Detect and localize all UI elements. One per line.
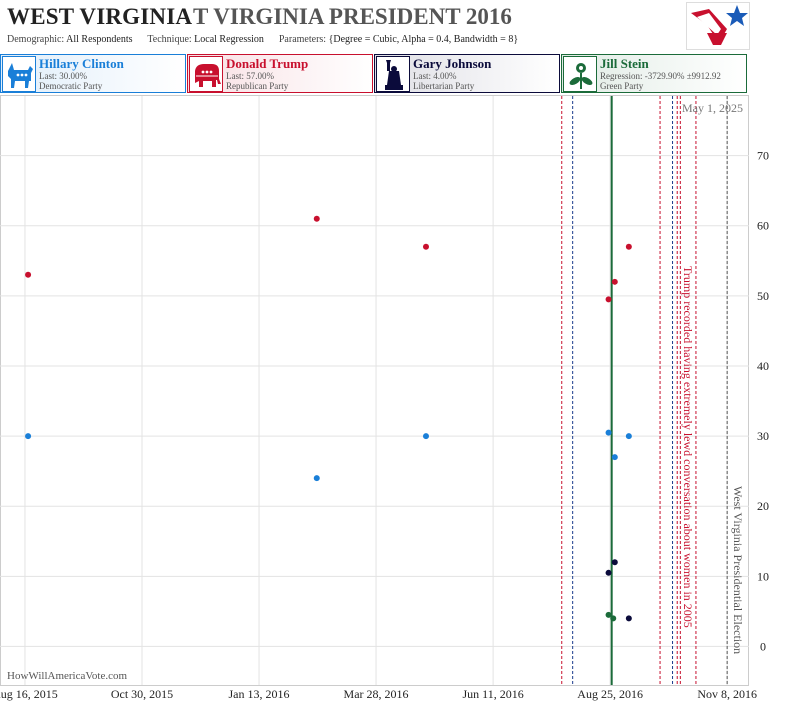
technique-label: Technique: xyxy=(147,34,192,45)
flag-star-logo-icon[interactable] xyxy=(686,2,750,50)
flower-icon xyxy=(563,56,597,92)
candidate-card-stein[interactable]: Jill Stein Regression: -3729.90% ±9912.9… xyxy=(561,54,747,93)
candidate-name: Jill Stein xyxy=(600,56,649,71)
candidate-last: Last: 57.00% xyxy=(226,71,274,81)
data-point xyxy=(611,559,618,566)
y-tick-label: 40 xyxy=(757,359,769,373)
y-tick-label: 20 xyxy=(757,499,769,513)
candidate-legend: Hillary Clinton Last: 30.00% Democratic … xyxy=(0,54,789,94)
candidate-name: Hillary Clinton xyxy=(39,56,124,71)
elephant-icon xyxy=(189,56,223,92)
gridlines xyxy=(0,96,749,685)
y-tick-label: 60 xyxy=(757,219,769,233)
race-title: T VIRGINIA PRESIDENT 2016 xyxy=(193,4,512,29)
data-point xyxy=(313,215,320,222)
candidate-name: Donald Trump xyxy=(226,56,309,71)
y-tick-label: 0 xyxy=(760,639,766,653)
data-point xyxy=(625,615,632,622)
parameters-value[interactable]: {Degree = Cubic, Alpha = 0.4, Bandwidth … xyxy=(328,34,519,45)
event-annotation: West Virginia Presidential Election xyxy=(731,486,745,654)
candidate-party: Green Party xyxy=(600,81,644,91)
series-hillary-clinton xyxy=(25,429,632,482)
data-point xyxy=(313,475,320,482)
data-point xyxy=(422,433,429,440)
technique-value[interactable]: Local Regression xyxy=(194,34,264,45)
x-tick-label: Aug 16, 2015 xyxy=(0,687,58,701)
demographic-label: Demographic: xyxy=(7,34,65,45)
demographic-value[interactable]: All Respondents xyxy=(66,34,133,45)
plot-area xyxy=(0,95,749,686)
data-point xyxy=(611,454,618,461)
x-tick-label: Aug 25, 2016 xyxy=(577,687,643,701)
data-series xyxy=(25,215,632,622)
data-point xyxy=(605,296,612,303)
data-point xyxy=(605,429,612,436)
state-title: WEST VIRGINIA xyxy=(7,4,193,29)
data-point xyxy=(625,243,632,250)
candidate-party: Libertarian Party xyxy=(413,81,475,91)
data-point xyxy=(25,433,32,440)
y-tick-label: 10 xyxy=(757,569,769,583)
top-date-label: May 1, 2025 xyxy=(682,101,743,115)
candidate-name: Gary Johnson xyxy=(413,56,492,71)
x-tick-label: Jan 13, 2016 xyxy=(229,687,290,701)
data-point xyxy=(605,569,612,576)
parameters-label: Parameters: xyxy=(278,34,327,45)
candidate-last: Last: 4.00% xyxy=(413,71,457,81)
x-tick-label: Jun 11, 2016 xyxy=(462,687,523,701)
x-tick-label: Oct 30, 2015 xyxy=(111,687,173,701)
x-tick-label: Mar 28, 2016 xyxy=(344,687,409,701)
candidate-card-clinton[interactable]: Hillary Clinton Last: 30.00% Democratic … xyxy=(0,54,186,93)
y-tick-label: 30 xyxy=(757,429,769,443)
y-tick-label: 50 xyxy=(757,289,769,303)
candidate-card-johnson[interactable]: Gary Johnson Last: 4.00% Libertarian Par… xyxy=(374,54,560,93)
series-gary-johnson xyxy=(605,559,632,622)
data-point xyxy=(610,615,617,622)
event-annotation: Trump recorded having extremely lewd con… xyxy=(681,266,695,628)
donkey-icon xyxy=(2,56,36,92)
candidate-party: Democratic Party xyxy=(39,81,103,91)
candidate-last: Last: 30.00% xyxy=(39,71,87,81)
data-point xyxy=(625,433,632,440)
candidate-party: Republican Party xyxy=(226,81,289,91)
parameters-line: Demographic: All Respondents Technique: … xyxy=(7,34,518,45)
y-tick-label: 70 xyxy=(757,149,769,163)
event-lines: Trump recorded having extremely lewd con… xyxy=(561,96,745,685)
x-tick-label: Nov 8, 2016 xyxy=(697,687,757,701)
series-donald-trump xyxy=(25,215,632,303)
data-point xyxy=(25,271,32,278)
header: WEST VIRGINIA T VIRGINIA PRESIDENT 2016 … xyxy=(0,0,789,50)
axis-ticks: 0 10 20 30 40 50 60 70 Aug 16, 2015 Oct 30, 2015 J… xyxy=(0,149,769,701)
candidate-card-trump[interactable]: Donald Trump Last: 57.00% Republican Par… xyxy=(187,54,373,93)
data-point xyxy=(605,611,612,618)
data-point xyxy=(422,243,429,250)
candidate-last: Regression: -3729.90% ±9912.92 xyxy=(600,71,721,81)
data-point xyxy=(611,278,618,285)
statue-of-liberty-icon xyxy=(376,56,410,92)
series-jill-stein xyxy=(605,611,617,622)
watermark: HowWillAmericaVote.com xyxy=(7,670,127,682)
